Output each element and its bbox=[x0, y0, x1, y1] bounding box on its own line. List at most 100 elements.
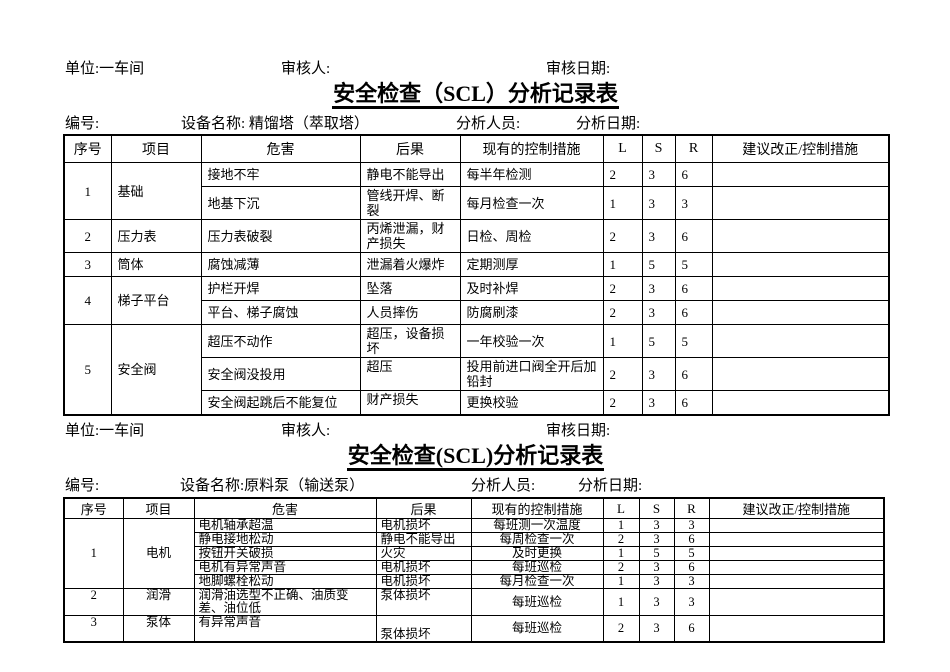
table-cell: 静电接地松动 bbox=[193, 532, 377, 547]
table-cell: 2 bbox=[63, 219, 112, 253]
table-cell bbox=[708, 588, 885, 616]
table-cell: 每班测一次温度 bbox=[470, 518, 604, 533]
number-label: 编号: bbox=[65, 478, 100, 494]
table-cell: 一年校验一次 bbox=[459, 324, 604, 358]
table-cell bbox=[708, 518, 885, 533]
table-cell: 定期测厚 bbox=[459, 252, 604, 277]
table-cell: 2 bbox=[602, 615, 640, 642]
table-cell: 更换校验 bbox=[459, 390, 604, 416]
table-cell: 2 bbox=[602, 300, 643, 325]
table-row: 1 基础 接地不牢 静电不能导出 每半年检测 2 3 6 bbox=[63, 162, 890, 220]
table-cell: 5 bbox=[673, 546, 710, 561]
table-header-cell: L bbox=[602, 134, 643, 163]
analysis-date-label: 分析日期: bbox=[576, 116, 641, 132]
table-cell bbox=[711, 219, 890, 253]
table-cell: 每班巡检 bbox=[470, 588, 604, 616]
table-cell: 2 bbox=[63, 588, 124, 616]
table-row: 5 安全阀 超压不动作 超压，设备损坏 一年校验一次 1 5 5 bbox=[63, 324, 890, 416]
table-cell: 3 bbox=[641, 162, 676, 187]
table-header-cell: 项目 bbox=[110, 134, 202, 163]
table-cell: 5 bbox=[641, 252, 676, 277]
table-cell: 平台、梯子腐蚀 bbox=[200, 300, 361, 325]
table-header-cell: R bbox=[673, 497, 710, 519]
title-row: 安全检查（SCL）分析记录表 bbox=[63, 81, 888, 110]
table-header-cell: R bbox=[674, 134, 713, 163]
table-cell: 3 bbox=[641, 186, 676, 220]
table-cell: 投用前进口阀全开后加铅封 bbox=[459, 357, 604, 391]
table-cell bbox=[711, 300, 890, 325]
table-cell: 6 bbox=[674, 357, 713, 391]
analyst-label: 分析人员: bbox=[456, 116, 521, 132]
equipment-name-label: 设备名称:原料泵（输送泵） bbox=[180, 478, 365, 494]
table-cell: 1 bbox=[602, 186, 643, 220]
table-header-cell: 危害 bbox=[200, 134, 361, 163]
table-cell: 每月检查一次 bbox=[459, 186, 604, 220]
table-row: 2 润滑 润滑油选型不正确、油质变差、油位低 泵体损坏 每班巡检 1 3 3 bbox=[63, 588, 885, 616]
table-cell: 1 bbox=[602, 588, 640, 616]
table-row: 1 电机 电机轴承超温 电机损坏 每班测一次温度 1 3 3 bbox=[63, 518, 885, 589]
table-cell: 泵体损坏 bbox=[375, 588, 472, 616]
table-header-cell: 危害 bbox=[193, 497, 377, 519]
table-cell bbox=[708, 615, 885, 642]
table-cell: 静电不能导出 bbox=[359, 162, 461, 187]
review-date-label: 审核日期: bbox=[546, 423, 611, 439]
table-cell: 电机损坏 bbox=[375, 574, 472, 589]
table-row: 2 压力表 压力表破裂 丙烯泄漏，财产损失 日检、周检 2 3 6 bbox=[63, 219, 890, 253]
table-cell: 2 bbox=[602, 532, 640, 547]
review-date-label: 审核日期: bbox=[546, 61, 611, 77]
table-cell: 1 bbox=[63, 162, 112, 220]
table-cell: 基础 bbox=[110, 162, 202, 220]
table-header-cell: 项目 bbox=[122, 497, 195, 519]
table-cell: 1 bbox=[602, 546, 640, 561]
table-row: 地基下沉 管线开焊、断裂 每月检查一次 1 3 3 bbox=[64, 186, 890, 220]
table-cell: 6 bbox=[674, 276, 713, 301]
table-cell: 6 bbox=[673, 560, 710, 575]
table-cell: 3 bbox=[673, 518, 710, 533]
table-cell: 6 bbox=[674, 219, 713, 253]
table-cell: 3 bbox=[641, 219, 676, 253]
scl-table-2: 序号 项目 危害 后果 现有的控制措施 L S R 建议改正/控制措施 1 电机 电机轴承超温 电机损坏… bbox=[63, 497, 885, 643]
table-cell: 坠落 bbox=[359, 276, 461, 301]
table-cell: 电机 bbox=[122, 518, 195, 589]
analyst-label: 分析人员: bbox=[471, 478, 536, 494]
table-cell: 护栏开焊 bbox=[200, 276, 361, 301]
table-cell: 电机有异常声音 bbox=[193, 560, 377, 575]
table-cell: 地脚螺栓松动 bbox=[193, 574, 377, 589]
table-cell: 管线开焊、断裂 bbox=[359, 186, 461, 220]
table-cell: 3 bbox=[673, 574, 710, 589]
table-cell bbox=[708, 532, 885, 547]
table-cell bbox=[708, 574, 885, 589]
table-header-cell: L bbox=[602, 497, 640, 519]
table-cell: 超压不动作 bbox=[200, 324, 361, 358]
table-header-cell: 现有的控制措施 bbox=[459, 134, 604, 163]
table-cell: 6 bbox=[674, 390, 713, 416]
table-cell: 3 bbox=[641, 276, 676, 301]
table-row: 静电接地松动 静电不能导出 每周检查一次 2 3 6 bbox=[64, 532, 885, 547]
table-cell: 3 bbox=[641, 357, 676, 391]
meta-line: 编号: 设备名称: 精馏塔（萃取塔） 分析人员: 分析日期: bbox=[63, 112, 950, 134]
document-page: 单位:一车间 审核人: 审核日期: 安全检查（SCL）分析记录表 编号: 设备名… bbox=[63, 57, 950, 643]
table-cell: 安全阀 bbox=[110, 324, 202, 416]
table-header-cell: 序号 bbox=[63, 497, 124, 519]
table-cell: 压力表破裂 bbox=[200, 219, 361, 253]
meta-line: 编号: 设备名称:原料泵（输送泵） 分析人员: 分析日期: bbox=[63, 474, 950, 496]
table-cell: 3 bbox=[638, 532, 675, 547]
table-row: 安全阀没投用 超压 投用前进口阀全开后加铅封 2 3 6 bbox=[64, 357, 890, 391]
table-row: 安全阀起跳后不能复位 财产损失 更换校验 2 3 6 bbox=[64, 390, 890, 416]
table-header-cell: 后果 bbox=[359, 134, 461, 163]
table-cell: 地基下沉 bbox=[200, 186, 361, 220]
table-cell: 3 bbox=[638, 588, 675, 616]
table-cell: 腐蚀减薄 bbox=[200, 252, 361, 277]
unit-label: 单位:一车间 bbox=[65, 423, 145, 439]
table-header-cell: 建议改正/控制措施 bbox=[708, 497, 885, 519]
review-line: 单位:一车间 审核人: 审核日期: bbox=[63, 419, 950, 442]
table-header-cell: 后果 bbox=[375, 497, 472, 519]
table-cell: 筒体 bbox=[110, 252, 202, 277]
table-cell bbox=[711, 324, 890, 358]
table-header-cell: 现有的控制措施 bbox=[470, 497, 604, 519]
review-line: 单位:一车间 审核人: 审核日期: bbox=[63, 57, 950, 80]
table-cell: 2 bbox=[602, 276, 643, 301]
table-cell: 每班巡检 bbox=[470, 560, 604, 575]
table-cell bbox=[711, 186, 890, 220]
number-label: 编号: bbox=[65, 116, 100, 132]
